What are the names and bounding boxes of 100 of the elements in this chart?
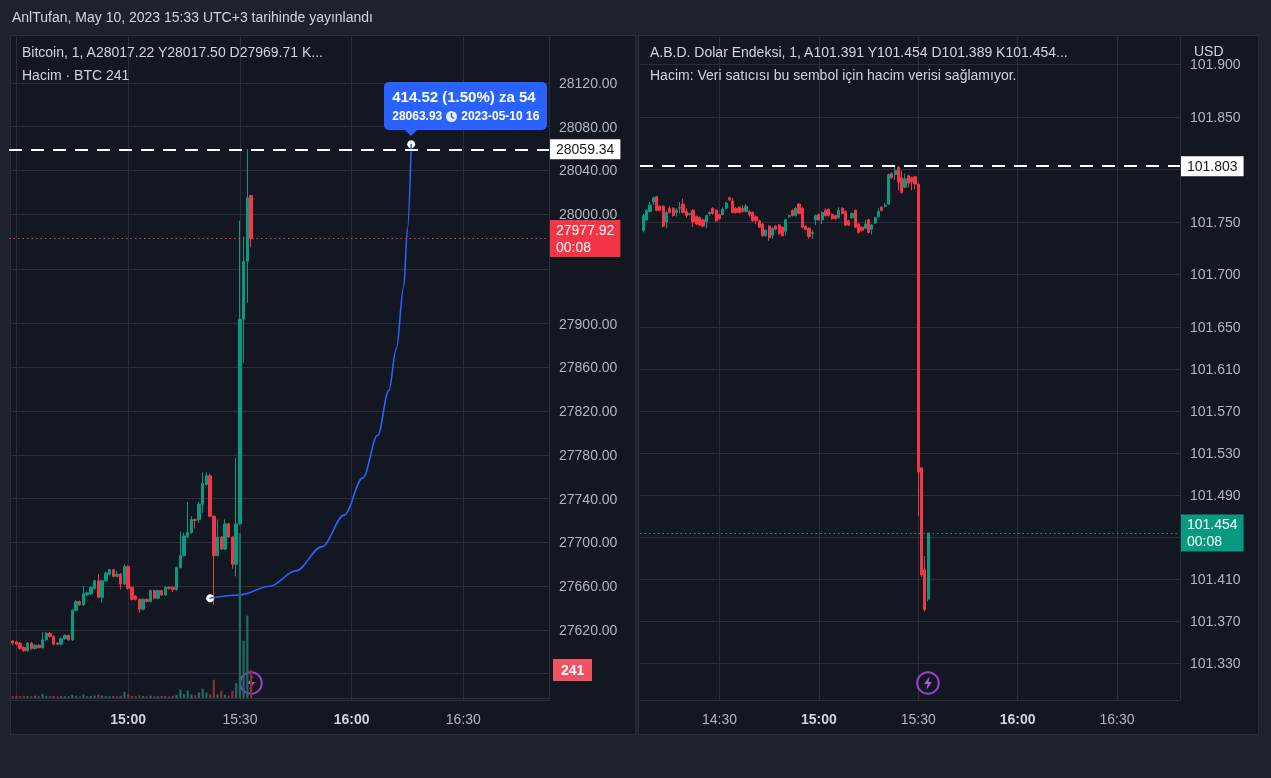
x-tick-label: 16:00 bbox=[999, 711, 1036, 727]
x-tick-label: 15:30 bbox=[222, 711, 258, 727]
y-tick-label: 101.530 bbox=[1190, 445, 1241, 462]
candlestick bbox=[903, 173, 907, 189]
candlestick bbox=[907, 174, 910, 188]
candlestick bbox=[814, 214, 817, 226]
candlestick bbox=[791, 208, 794, 218]
candlestick bbox=[880, 205, 883, 212]
candlestick bbox=[910, 176, 913, 191]
y-tick-label: 101.570 bbox=[1190, 403, 1241, 420]
bar bbox=[216, 694, 219, 698]
candlestick bbox=[681, 198, 685, 215]
candlestick bbox=[41, 631, 44, 650]
y-tick-label: 27860.00 bbox=[559, 359, 618, 376]
candlestick bbox=[11, 639, 14, 646]
text: 241 bbox=[553, 658, 593, 681]
candlestick bbox=[665, 210, 668, 229]
candlestick bbox=[900, 169, 903, 195]
ref-line-label: 28059.34 bbox=[556, 141, 615, 158]
bar bbox=[149, 695, 152, 698]
y-tick-label: 101.410 bbox=[1190, 571, 1241, 588]
candlestick bbox=[771, 226, 774, 240]
candlestick bbox=[721, 206, 724, 217]
candlestick bbox=[115, 570, 119, 578]
candlestick bbox=[801, 206, 804, 229]
candlestick bbox=[149, 589, 152, 604]
candlestick bbox=[97, 573, 100, 599]
bar bbox=[190, 694, 193, 698]
candlestick bbox=[718, 213, 721, 221]
candlestick bbox=[672, 206, 675, 218]
candlestick bbox=[701, 218, 705, 228]
candlestick bbox=[821, 210, 824, 225]
candlestick bbox=[890, 172, 893, 180]
candlestick bbox=[844, 209, 847, 227]
candlestick bbox=[834, 214, 837, 221]
bar bbox=[205, 692, 208, 698]
bar bbox=[175, 694, 178, 698]
candlestick bbox=[642, 213, 645, 233]
candlestick bbox=[655, 195, 658, 212]
candlestick bbox=[811, 229, 814, 240]
x-tick-label: 14:30 bbox=[701, 711, 738, 727]
y-tick-label: 28080.00 bbox=[559, 118, 618, 135]
y-tick-label: 101.370 bbox=[1190, 613, 1241, 630]
candlestick bbox=[37, 643, 41, 650]
y-tick-label: 27820.00 bbox=[559, 403, 618, 420]
bar bbox=[82, 694, 85, 698]
candlestick bbox=[82, 585, 85, 607]
bar bbox=[138, 695, 141, 698]
candlestick bbox=[15, 640, 18, 646]
candlestick bbox=[145, 597, 149, 604]
candlestick bbox=[748, 209, 751, 218]
candlestick bbox=[26, 641, 29, 653]
y-tick-label: 101.490 bbox=[1190, 487, 1241, 504]
candlestick bbox=[794, 206, 797, 218]
text: Hacim: Veri satıcısı bu sembol için hacim verisi sağlamıyor. bbox=[650, 66, 1017, 84]
candlestick bbox=[807, 226, 811, 240]
candlestick bbox=[67, 633, 70, 642]
candlestick bbox=[59, 637, 63, 646]
y-tick-label: 101.850 bbox=[1190, 108, 1241, 125]
bar bbox=[100, 695, 104, 698]
candlestick bbox=[33, 643, 37, 651]
candlestick bbox=[171, 585, 175, 593]
candlestick bbox=[153, 589, 156, 600]
candlestick bbox=[774, 224, 777, 231]
candlestick bbox=[824, 207, 827, 218]
x-tick-label: 15:00 bbox=[110, 711, 147, 727]
y-tick-label: 27780.00 bbox=[559, 446, 618, 463]
candlestick bbox=[691, 208, 695, 228]
candlestick bbox=[784, 218, 787, 237]
y-tick-label: 27700.00 bbox=[559, 534, 618, 551]
candlestick bbox=[78, 599, 81, 607]
candlestick bbox=[30, 641, 33, 651]
candlestick bbox=[164, 585, 167, 597]
candlestick bbox=[860, 225, 864, 232]
text: A.B.D. Dolar Endeksi, 1, A101.391 Y101.454 D101.389 K101.454... bbox=[650, 43, 1068, 61]
candlestick bbox=[864, 219, 867, 230]
candlestick bbox=[141, 597, 145, 611]
y-tick-label: 101.610 bbox=[1190, 361, 1241, 378]
candlestick bbox=[705, 214, 708, 229]
candlestick bbox=[688, 211, 691, 217]
candlestick bbox=[817, 213, 820, 222]
bar bbox=[123, 691, 126, 698]
annotation: 414.52 (1.50%) za 54 bbox=[392, 87, 537, 108]
text: Bitcoin, 1, A28017.22 Y28017.50 D27969.71 K... bbox=[22, 43, 323, 61]
candlestick bbox=[156, 589, 160, 600]
x-tick-label: 16:30 bbox=[445, 711, 482, 727]
candlestick bbox=[63, 633, 67, 641]
y-tick-label: 101.750 bbox=[1190, 213, 1241, 230]
y-tick-label: 27660.00 bbox=[559, 578, 618, 595]
candlestick bbox=[744, 203, 748, 213]
bar bbox=[197, 692, 201, 698]
candlestick bbox=[897, 165, 900, 191]
x-tick-label: 16:00 bbox=[333, 711, 370, 727]
ref-line-label: 27977.92 00:08 bbox=[556, 221, 615, 255]
candlestick bbox=[220, 535, 223, 551]
y-axis-title: USD bbox=[1194, 42, 1224, 59]
candlestick bbox=[751, 210, 754, 223]
candlestick bbox=[867, 218, 870, 234]
candlestick bbox=[725, 201, 728, 210]
candlestick bbox=[22, 645, 26, 653]
